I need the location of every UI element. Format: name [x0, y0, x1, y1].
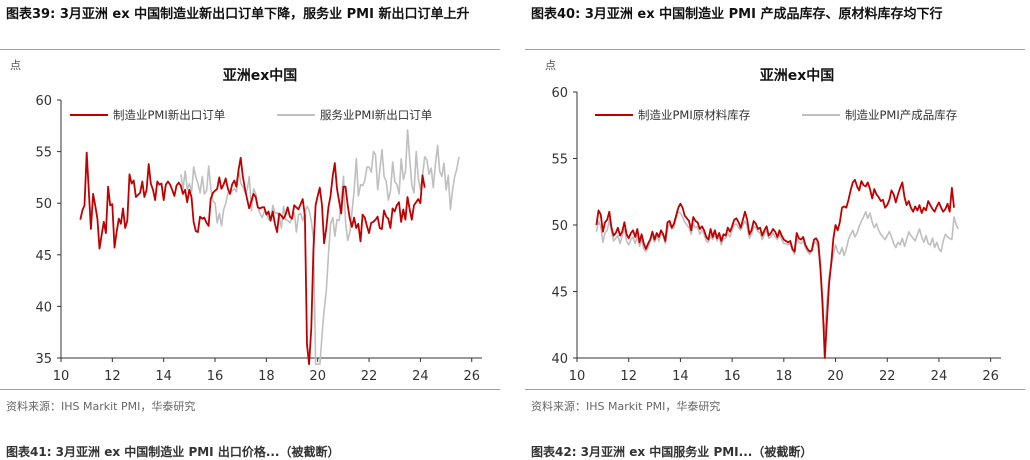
series-lines: [79, 129, 460, 366]
series-line-1: [595, 178, 955, 359]
legend-label-series-2: 制造业PMI产成品库存: [845, 108, 957, 122]
x-tick-label: 18: [776, 369, 793, 384]
x-tick-label: 26: [463, 369, 480, 384]
source-divider: [0, 389, 500, 390]
y-tick-label: 55: [35, 146, 52, 161]
figure-39: 图表39: 3月亚洲 ex 中国制造业新出口订单下降，服务业 PMI 新出口订单…: [0, 0, 505, 459]
x-tick-label: 12: [104, 369, 121, 384]
next-figure-title: 图表41: 3月亚洲 ex 中国制造业 PMI 出口价格...（被截断）: [6, 445, 340, 459]
title-divider: [0, 49, 500, 50]
y-tick-label: 40: [551, 352, 568, 367]
x-tick-label: 20: [827, 369, 844, 384]
axes: [57, 99, 482, 362]
x-tick-label: 24: [931, 369, 948, 384]
y-tick-label: 35: [35, 352, 52, 367]
chart-title: 亚洲ex中国: [760, 67, 835, 84]
legend-label-series-1: 制造业PMI原材料库存: [638, 108, 750, 122]
x-tick-label: 22: [361, 369, 378, 384]
tick-labels: 35 40 45 50 55 60 10 12 14 16 18 20 22 24 26: [35, 94, 480, 384]
series-line-2: [180, 129, 460, 366]
figure-title: 图表39: 3月亚洲 ex 中国制造业新出口订单下降，服务业 PMI 新出口订单…: [6, 7, 470, 22]
y-tick-label: 55: [551, 153, 568, 168]
line-chart: 点 亚洲ex中国 制造业PMI原材料库存 制造业PMI产成品库存 40 45 50 5…: [545, 59, 1001, 384]
legend: 制造业PMI新出口订单 服务业PMI新出口订单: [70, 108, 432, 122]
x-tick-label: 12: [620, 369, 637, 384]
unit-label: 点: [10, 59, 21, 72]
x-tick-label: 16: [724, 369, 741, 384]
x-tick-label: 20: [309, 369, 326, 384]
y-tick-label: 60: [35, 94, 52, 109]
tick-labels: 40 45 50 55 60 10 12 14 16 18 20 22 24 26: [551, 86, 998, 384]
series-line-2: [595, 210, 960, 335]
x-tick-label: 14: [155, 369, 172, 384]
legend: 制造业PMI原材料库存 制造业PMI产成品库存: [595, 108, 957, 122]
source-divider: [525, 389, 1025, 390]
x-tick-label: 10: [569, 369, 586, 384]
axes: [573, 91, 1001, 362]
title-divider: [525, 49, 1025, 50]
x-tick-label: 10: [53, 369, 70, 384]
figure-40: 图表40: 3月亚洲 ex 中国制造业 PMI 产成品库存、原材料库存均下行 点…: [525, 0, 1030, 459]
y-tick-label: 45: [551, 286, 568, 301]
y-tick-label: 60: [551, 86, 568, 101]
y-tick-label: 45: [35, 249, 52, 264]
x-tick-label: 22: [879, 369, 896, 384]
x-tick-label: 18: [258, 369, 275, 384]
figure-title: 图表40: 3月亚洲 ex 中国制造业 PMI 产成品库存、原材料库存均下行: [531, 7, 943, 22]
next-figure-title: 图表42: 3月亚洲 ex 中国服务业 PMI...（被截断）: [531, 445, 813, 459]
legend-label-series-2: 服务业PMI新出口订单: [320, 108, 432, 122]
x-tick-label: 26: [982, 369, 999, 384]
y-tick-label: 50: [551, 219, 568, 234]
x-tick-label: 14: [672, 369, 689, 384]
y-tick-label: 40: [35, 300, 52, 315]
series-line-1: [79, 151, 426, 366]
line-chart: 点 亚洲ex中国 制造业PMI新出口订单 服务业PMI新出口订单 35 40 45 5…: [10, 59, 482, 384]
y-tick-label: 50: [35, 197, 52, 212]
source-note: 资料来源：IHS Markit PMI，华泰研究: [531, 400, 721, 413]
x-tick-label: 24: [412, 369, 429, 384]
source-note: 资料来源：IHS Markit PMI，华泰研究: [6, 400, 196, 413]
legend-label-series-1: 制造业PMI新出口订单: [113, 108, 225, 122]
x-tick-label: 16: [207, 369, 224, 384]
series-lines: [595, 178, 960, 359]
chart-title: 亚洲ex中国: [223, 67, 298, 84]
unit-label: 点: [545, 59, 556, 72]
